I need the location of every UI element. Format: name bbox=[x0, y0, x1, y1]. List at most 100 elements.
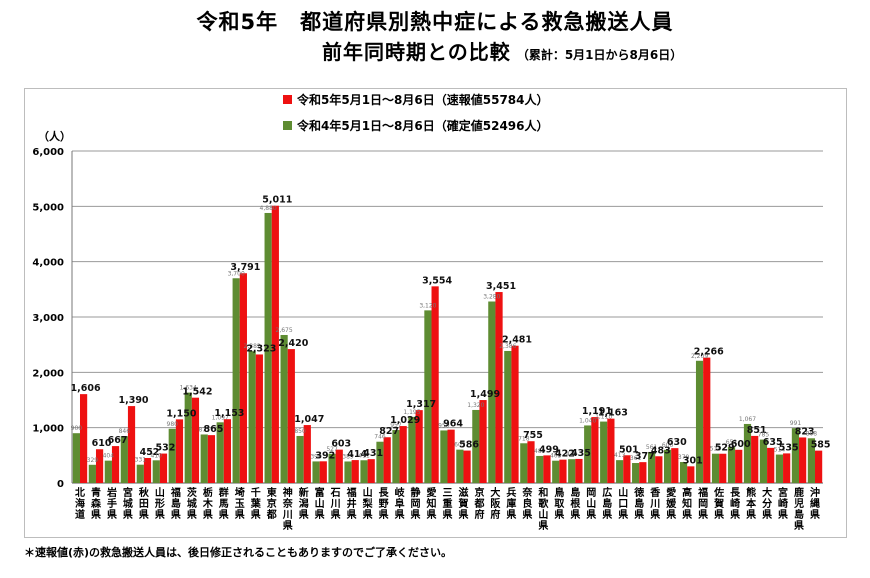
x-tick-char: 長 bbox=[730, 487, 741, 499]
x-tick-char: 岡 bbox=[411, 498, 421, 510]
data-label-prev-year: 389 bbox=[342, 453, 354, 460]
x-tick-label: 静岡県 bbox=[411, 486, 421, 521]
bar-current-year bbox=[751, 435, 759, 483]
x-tick-label: 長野県 bbox=[379, 487, 390, 521]
bar-prev-year bbox=[248, 351, 256, 483]
x-tick-char: 木 bbox=[202, 497, 214, 510]
data-label-prev-year: 2,675 bbox=[276, 327, 293, 334]
legend: 令和5年5月1日～8月6日（速報値55784人） 令和4年5月1日～8月6日（確定… bbox=[283, 92, 549, 133]
data-label-current-year: 1,191 bbox=[582, 406, 612, 417]
data-label-prev-year: 808 bbox=[806, 430, 818, 437]
x-tick-char: 鳥 bbox=[554, 486, 564, 499]
x-tick-char: 山 bbox=[538, 508, 548, 521]
data-label-prev-year: 1,110 bbox=[595, 414, 612, 421]
x-tick-char: 県 bbox=[411, 508, 421, 521]
bar-current-year bbox=[79, 394, 88, 483]
y-tick-label: 5,000 bbox=[32, 202, 64, 213]
data-label-prev-year: 1,040 bbox=[579, 417, 596, 424]
data-label-current-year: 1,317 bbox=[406, 399, 436, 410]
data-label-current-year: 452 bbox=[140, 447, 160, 458]
bar-prev-year bbox=[136, 464, 144, 483]
x-tick-char: 岩 bbox=[106, 486, 117, 499]
x-tick-char: 県 bbox=[650, 508, 660, 521]
bar-current-year bbox=[815, 450, 823, 483]
x-tick-char: 県 bbox=[347, 508, 357, 521]
data-label-prev-year: 746 bbox=[374, 434, 386, 441]
data-label-current-year: 630 bbox=[667, 437, 687, 448]
x-tick-char: 沖 bbox=[810, 486, 820, 499]
data-label-prev-year: 1,320 bbox=[467, 402, 484, 409]
data-label-current-year: 610 bbox=[92, 438, 112, 449]
x-tick-char: 府 bbox=[474, 508, 484, 521]
bar-current-year bbox=[111, 446, 120, 483]
data-label-prev-year: 530 bbox=[710, 446, 722, 453]
x-tick-char: 和 bbox=[537, 486, 548, 499]
x-tick-label: 岐阜県 bbox=[395, 486, 405, 521]
x-tick-char: 県 bbox=[155, 508, 165, 521]
bar-prev-year bbox=[408, 416, 416, 483]
x-tick-char: 北 bbox=[75, 486, 85, 499]
chart-subtitle-note: （累計：5月1日から8月6日） bbox=[516, 48, 683, 62]
x-tick-char: 県 bbox=[586, 508, 596, 521]
x-tick-char: 熊 bbox=[746, 486, 756, 499]
bar-prev-year bbox=[376, 441, 384, 483]
x-tick-char: 石 bbox=[330, 487, 341, 499]
bar-current-year bbox=[159, 453, 168, 483]
data-label-prev-year: 877 bbox=[198, 426, 210, 433]
x-tick-char: 潟 bbox=[299, 497, 309, 510]
bar-prev-year bbox=[88, 464, 96, 483]
x-tick-char: 広 bbox=[602, 486, 612, 499]
bar-current-year bbox=[319, 461, 327, 483]
data-label-prev-year: 846 bbox=[119, 428, 131, 435]
x-tick-char: 奈 bbox=[282, 497, 294, 510]
x-tick-char: 香 bbox=[650, 486, 660, 499]
bar-prev-year bbox=[664, 449, 672, 483]
bar-prev-year bbox=[791, 428, 800, 483]
bar-current-year bbox=[191, 397, 200, 483]
bar-current-year bbox=[335, 449, 343, 483]
x-tick-char: 根 bbox=[570, 497, 580, 510]
x-tick-char: 高 bbox=[682, 486, 692, 499]
data-label-current-year: 851 bbox=[747, 425, 767, 436]
x-tick-char: 梨 bbox=[362, 497, 374, 510]
x-tick-char: 県 bbox=[458, 508, 468, 521]
bar-current-year bbox=[607, 418, 615, 483]
legend-swatch bbox=[283, 121, 292, 130]
data-label-current-year: 529 bbox=[715, 443, 735, 454]
x-tick-char: 県 bbox=[506, 508, 516, 521]
bar-current-year bbox=[143, 457, 152, 483]
bar-current-year bbox=[767, 447, 775, 483]
data-label-prev-year: 957 bbox=[390, 422, 402, 429]
data-label-current-year: 1,499 bbox=[470, 389, 500, 400]
bar-current-year bbox=[735, 449, 743, 483]
legend-swatch bbox=[283, 95, 292, 104]
data-label-current-year: 431 bbox=[363, 448, 383, 459]
data-label-current-year: 823 bbox=[795, 426, 815, 437]
x-tick-char: 川 bbox=[330, 498, 341, 510]
x-tick-char: 県 bbox=[538, 519, 548, 532]
x-tick-char: 岐 bbox=[395, 486, 405, 499]
bar-prev-year bbox=[152, 460, 160, 483]
legend-label: 令和4年5月1日～8月6日（確定値52496人） bbox=[296, 118, 549, 133]
x-tick-char: 縄 bbox=[810, 497, 820, 510]
x-tick-char: 賀 bbox=[457, 497, 468, 510]
x-tick-char: 新 bbox=[299, 486, 309, 499]
bar-current-year bbox=[127, 406, 136, 483]
bar-prev-year bbox=[775, 454, 784, 483]
data-label-prev-year: 410 bbox=[151, 452, 163, 459]
data-label-prev-year: 403 bbox=[550, 453, 562, 460]
bar-prev-year bbox=[584, 425, 592, 483]
data-label-current-year: 585 bbox=[811, 440, 831, 451]
x-tick-char: 知 bbox=[426, 497, 437, 510]
data-label-prev-year: 600 bbox=[662, 442, 674, 449]
data-label-prev-year: 404 bbox=[103, 453, 115, 460]
data-label-prev-year: 514 bbox=[774, 447, 786, 454]
x-tick-char: 栃 bbox=[203, 486, 213, 499]
x-tick-char: 三 bbox=[443, 487, 453, 499]
bar-prev-year bbox=[312, 461, 320, 483]
x-tick-char: 取 bbox=[554, 498, 565, 510]
bar-prev-year bbox=[72, 433, 80, 483]
